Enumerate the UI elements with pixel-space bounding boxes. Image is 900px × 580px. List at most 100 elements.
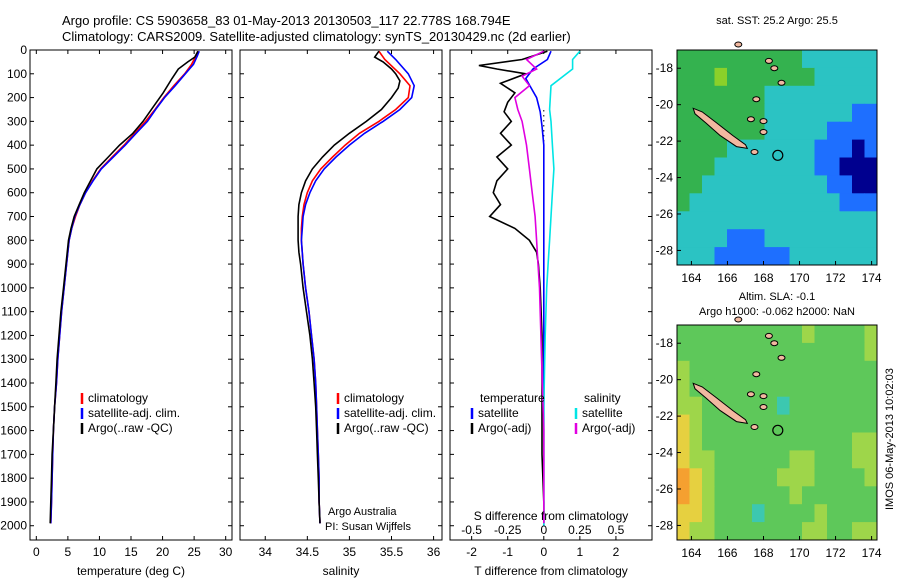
sst_map-xtick-label: 166 [717, 271, 737, 285]
sla_map-cell [677, 342, 690, 362]
sla_map-cell [864, 396, 878, 416]
sst_map-cell [789, 67, 803, 87]
sst_map-cell [839, 247, 853, 266]
sst_map-cell [839, 85, 853, 105]
sst_map-cell [727, 229, 740, 248]
sla_map-new-caledonia-landmass [692, 382, 749, 425]
sla_map-frame [676, 324, 878, 541]
sla_map-island [759, 393, 768, 400]
sst_map-cell [814, 50, 828, 69]
sst_map-cell [802, 121, 815, 141]
sla_map-cell [739, 504, 753, 523]
sst_map-cell [689, 229, 703, 248]
sla_map-ytick-label: -22 [656, 409, 674, 423]
sla_map-island [777, 354, 786, 361]
temperature-xtick-label: 5 [65, 545, 72, 559]
sst_map-cell [852, 85, 865, 105]
sla_map-cell [864, 504, 878, 523]
sst_map-cell [689, 67, 703, 87]
sla_map-cell [814, 450, 828, 469]
sla_map-cell [689, 450, 703, 469]
sst_map-cell [802, 175, 815, 194]
sla_map-cell [864, 486, 878, 505]
sla_map-cell [689, 522, 703, 541]
sla_map-cell [739, 360, 753, 380]
sst_map-cell [727, 67, 740, 87]
sst_map-cell [777, 193, 790, 212]
sst_map-cell [714, 211, 728, 230]
sst_map-cell [789, 229, 803, 248]
sst_map-cell [689, 85, 703, 105]
sst_map-cell [727, 211, 740, 230]
sst_map-cell [752, 229, 765, 248]
temperature-ytick-label: 1300 [0, 352, 27, 366]
sst_map-cell [814, 85, 828, 105]
sst_map-cell [727, 175, 740, 194]
sst_map-cell [764, 103, 778, 123]
sst_map-cell [727, 193, 740, 212]
sst_map-cell [739, 157, 753, 176]
differences-xtick-label: 1 [577, 545, 584, 559]
sst_map-cell [827, 139, 840, 158]
sst_map-cell [702, 229, 715, 248]
salinity-xtick-label: 36 [427, 545, 441, 559]
sla_map-cell [852, 504, 865, 523]
sst_map-ytick-label: -26 [656, 207, 674, 221]
temperature-xlabel: temperature (deg C) [77, 564, 185, 578]
sst_map-cell [689, 139, 703, 158]
panels: 0 5 10 15 20 25 300100200300400500600700800900… [0, 15, 882, 578]
sst_map-cell [789, 157, 803, 176]
sla_map-cell [814, 378, 828, 398]
sst-map-title: sat. SST: 25.2 Argo: 25.5 [716, 15, 838, 27]
temperature-ytick-label: 1600 [0, 424, 27, 438]
header-line-2: Climatology: CARS2009. Satellite-adjuste… [62, 29, 571, 44]
sst_map-island [752, 96, 761, 103]
temperature-series-2 [49, 50, 199, 524]
sla_map-cell [789, 522, 803, 541]
temperature-series-1 [50, 50, 200, 524]
sst_map-cell [839, 193, 853, 212]
sst_map-cell [777, 211, 790, 230]
sst_map-cell [702, 175, 715, 194]
sla_map-cell [802, 486, 815, 505]
sla_map-island [770, 340, 779, 347]
sst_map-cell [739, 211, 753, 230]
sst_map-cell [739, 67, 753, 87]
sst_map-cell [689, 50, 703, 69]
sla_map-cell [802, 432, 815, 451]
sla_map-cell [689, 468, 703, 487]
sla_map-cell [814, 360, 828, 380]
sla_map-cell [677, 378, 690, 398]
sst_map-cell [839, 121, 853, 141]
sst_map-cell [689, 121, 703, 141]
sla_map-ytick-label: -24 [656, 446, 674, 460]
sla_map-island [746, 391, 755, 398]
sla_map-cell [814, 342, 828, 362]
sst_map-cell [864, 121, 878, 141]
sst_map-cell [852, 157, 865, 176]
sst_map-argo-position [772, 149, 784, 161]
sla_map-ytick-label: -26 [656, 482, 674, 496]
sla_map-cell [814, 432, 828, 451]
sla_map-cell [677, 486, 690, 505]
sst_map-cell [852, 50, 865, 69]
sla_map-cell [864, 378, 878, 398]
salinity-xtick-label: 34.5 [296, 545, 320, 559]
sla_map-cell [727, 342, 740, 362]
sst_map-ytick-label: -28 [656, 243, 674, 257]
sst_map-ytick-label: -24 [656, 171, 674, 185]
sla_map-island [764, 332, 773, 339]
sst_map-cell [677, 193, 690, 212]
sst_map-cell [864, 103, 878, 123]
sla_map-cell [777, 450, 790, 469]
differences-legend-salinity-item: satellite [582, 406, 623, 420]
sst_map-island [750, 149, 759, 155]
sst_map-cell [677, 211, 690, 230]
sla_map-ytick-label: -28 [656, 518, 674, 532]
sla_map-cell [814, 522, 828, 541]
temperature-ytick-label: 1000 [0, 281, 27, 295]
sla_map-cell [764, 342, 778, 362]
sla_map-cell [752, 432, 765, 451]
sst_map-cell [789, 121, 803, 141]
sst_map-cell [752, 193, 765, 212]
